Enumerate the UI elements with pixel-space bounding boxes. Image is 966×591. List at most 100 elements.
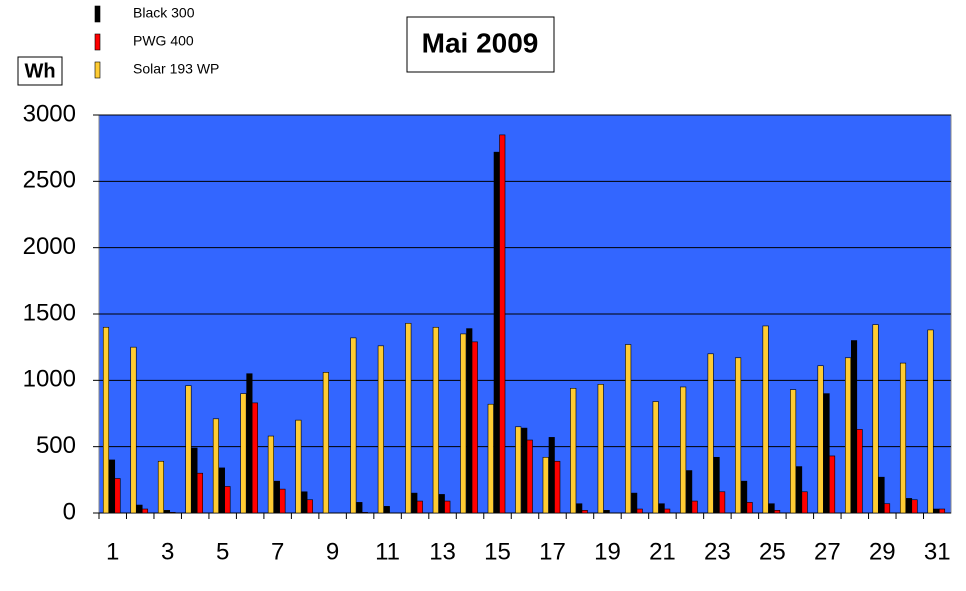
bar — [774, 510, 781, 514]
bar — [548, 437, 555, 514]
bar — [279, 488, 286, 514]
bar — [554, 460, 561, 514]
bar — [224, 486, 231, 514]
bar — [526, 439, 533, 514]
bar — [581, 510, 588, 514]
bar — [713, 456, 720, 514]
x-tick-label: 15 — [484, 538, 511, 565]
bar — [851, 340, 858, 514]
bar — [361, 512, 368, 514]
bar — [719, 491, 726, 514]
bar — [899, 362, 907, 514]
bar — [597, 384, 604, 514]
bar — [377, 345, 384, 514]
bar — [136, 504, 143, 514]
bar — [499, 134, 506, 514]
bar — [576, 503, 583, 514]
bar — [273, 480, 280, 514]
bar — [746, 502, 753, 514]
bar — [416, 500, 423, 514]
bar — [432, 326, 439, 514]
bar — [411, 492, 418, 514]
y-tick-label: 0 — [63, 498, 76, 525]
bar — [823, 393, 830, 514]
x-tick-label: 21 — [649, 538, 676, 565]
bar — [664, 508, 671, 514]
bar — [322, 372, 329, 514]
bar — [102, 326, 110, 514]
bar — [741, 480, 748, 514]
y-tick-label: 3000 — [23, 100, 76, 127]
legend-label: Solar 193 WP — [133, 61, 219, 77]
x-tick-label: 17 — [539, 538, 566, 565]
bar — [212, 418, 219, 514]
bar — [768, 503, 775, 514]
bar — [163, 510, 171, 514]
bar — [295, 419, 302, 514]
bar — [790, 389, 797, 514]
x-tick-label: 9 — [326, 538, 339, 565]
bar — [493, 151, 500, 514]
x-tick-label: 27 — [814, 538, 841, 565]
x-tick-label: 5 — [216, 538, 229, 565]
bar — [487, 403, 494, 514]
bar — [356, 502, 363, 514]
bar — [845, 357, 852, 514]
x-tick-label: 19 — [594, 538, 621, 565]
legend-swatch — [94, 61, 101, 79]
legend-label: Black 300 — [133, 5, 195, 21]
bar — [405, 322, 412, 514]
bar — [801, 491, 808, 514]
x-tick-label: 31 — [924, 538, 951, 565]
bar — [130, 346, 137, 514]
bar — [658, 503, 665, 514]
bar — [246, 373, 253, 514]
bar — [466, 328, 473, 514]
x-tick-label: 25 — [759, 538, 786, 565]
bar — [471, 341, 478, 514]
y-axis-label: Wh — [24, 60, 55, 82]
bar — [169, 512, 176, 514]
title-box — [406, 16, 555, 73]
bar — [157, 460, 165, 514]
bar — [542, 456, 549, 514]
bar — [625, 344, 632, 514]
chart-title: Mai 2009 — [422, 27, 539, 58]
legend-swatch — [94, 33, 101, 51]
bar — [878, 476, 885, 514]
bar — [240, 393, 247, 514]
bar — [301, 491, 308, 514]
bar — [631, 492, 638, 514]
bar — [515, 426, 522, 514]
bar — [927, 329, 934, 514]
bar — [883, 503, 891, 514]
y-tick-label: 1500 — [23, 299, 76, 326]
bar — [383, 506, 390, 514]
bar — [735, 357, 742, 514]
x-tick-label: 7 — [271, 538, 284, 565]
x-tick-label: 29 — [869, 538, 896, 565]
bar — [856, 429, 863, 514]
bar — [191, 447, 198, 514]
x-tick-label: 1 — [106, 538, 119, 565]
bar — [905, 498, 913, 514]
bar — [521, 427, 528, 514]
bar — [652, 401, 659, 514]
bar — [251, 402, 258, 514]
bar — [872, 324, 879, 514]
bar — [796, 466, 803, 514]
bar — [108, 459, 116, 514]
bar — [911, 499, 918, 514]
x-tick-label: 3 — [161, 538, 174, 565]
y-tick-label: 2500 — [23, 167, 76, 194]
bar — [680, 386, 687, 514]
bar — [691, 500, 698, 514]
bar — [185, 385, 192, 514]
y-tick-label: 500 — [36, 432, 76, 459]
x-tick-label: 23 — [704, 538, 731, 565]
bar — [817, 365, 824, 514]
bar — [460, 333, 467, 514]
bar — [570, 387, 577, 514]
bar — [933, 508, 940, 514]
legend-label: PWG 400 — [133, 33, 194, 49]
